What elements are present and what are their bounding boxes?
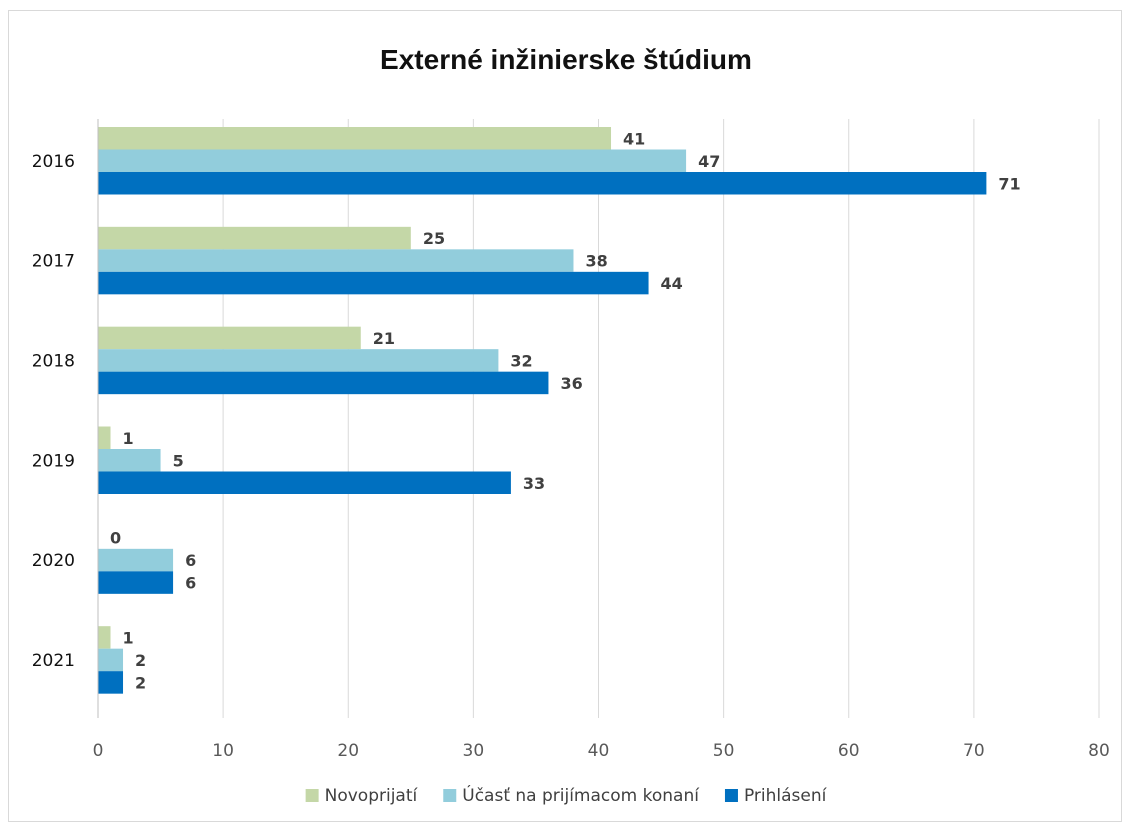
bar	[98, 671, 124, 694]
bar	[98, 548, 174, 572]
data-label: 2	[135, 651, 146, 670]
x-tick-label: 10	[212, 741, 234, 761]
x-tick-label: 70	[963, 741, 985, 761]
data-label: 21	[373, 329, 395, 348]
bar	[98, 249, 574, 272]
data-label: 47	[698, 152, 720, 171]
data-label: 32	[510, 351, 532, 370]
bar	[98, 127, 612, 150]
data-label: 38	[585, 252, 607, 271]
x-tick-label: 80	[1088, 741, 1110, 761]
data-label: 36	[560, 374, 582, 393]
data-label: 71	[998, 174, 1020, 193]
data-label: 0	[110, 529, 121, 548]
legend: Novoprijatí Účasť na prijímacom konaní Pri…	[305, 784, 828, 806]
bar-chart: Externé inžinierske štúdium 414771253844…	[32, 44, 1110, 806]
bar	[98, 349, 499, 372]
legend-swatch	[724, 789, 738, 802]
category-label: 2020	[32, 551, 75, 571]
legend-swatch	[443, 789, 457, 802]
bar	[98, 172, 987, 195]
data-label: 5	[173, 451, 184, 470]
x-tick-label: 60	[838, 741, 860, 761]
bar	[98, 226, 411, 250]
data-label: 6	[185, 574, 196, 593]
data-label: 44	[661, 274, 683, 293]
x-tick-label: 50	[713, 741, 735, 761]
bar	[98, 571, 174, 594]
x-tick-label: 30	[463, 741, 485, 761]
gridlines	[222, 119, 1100, 718]
data-label: 33	[523, 474, 545, 493]
bar	[98, 449, 161, 472]
chart-container: Externé inžinierske štúdium 41 47 71 25 38 44…	[8, 10, 1122, 822]
bar	[98, 326, 361, 350]
data-label: 41	[623, 129, 645, 148]
legend-label: Účasť na prijímacom konaní	[462, 784, 700, 806]
data-label: 2	[135, 673, 146, 692]
bar	[98, 371, 549, 395]
bar	[98, 426, 111, 449]
legend-label: Novoprijatí	[325, 786, 419, 806]
category-label: 2017	[32, 252, 75, 272]
axes: 0 10 20 30 40 50 60 70 8020162017201820192020202…	[32, 119, 1110, 761]
x-tick-label: 20	[337, 741, 359, 761]
category-label: 2021	[32, 651, 75, 671]
category-label: 2018	[32, 351, 75, 371]
bar	[98, 471, 511, 494]
data-label: 6	[185, 551, 196, 570]
legend-swatch	[305, 789, 319, 802]
chart-title: Externé inžinierske štúdium	[380, 44, 752, 75]
x-tick-label: 40	[588, 741, 610, 761]
bar	[98, 271, 649, 295]
x-tick-label: 0	[93, 741, 104, 761]
data-label: 1	[123, 628, 134, 647]
bar	[98, 149, 687, 172]
data-label: 1	[123, 429, 134, 448]
bar	[98, 626, 111, 649]
category-label: 2019	[32, 451, 75, 471]
bars	[98, 127, 987, 694]
bar	[98, 648, 124, 672]
category-label: 2016	[32, 152, 75, 172]
legend-label: Prihlásení	[744, 786, 828, 806]
data-label: 25	[423, 229, 445, 248]
